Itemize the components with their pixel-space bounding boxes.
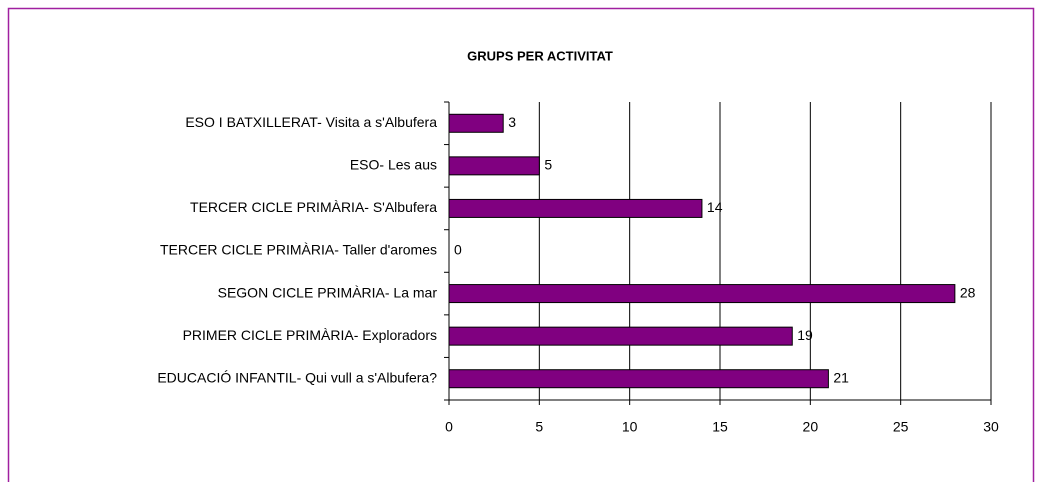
frame (7, 7, 1035, 482)
y-tick-label: ESO I BATXILLERAT- Visita a s'Albufera (185, 114, 437, 130)
chart-title: GRUPS PER ACTIVITAT (467, 48, 613, 63)
x-tick-label: 5 (535, 419, 543, 435)
data-label: 0 (454, 242, 462, 258)
data-label: 3 (508, 114, 516, 130)
x-tick-label: 15 (712, 419, 728, 435)
data-label: 21 (833, 369, 849, 385)
x-tick-label: 0 (445, 419, 453, 435)
y-tick-label: EDUCACIÓ INFANTIL- Qui vull a s'Albufera… (157, 369, 437, 385)
x-tick-label: 10 (622, 419, 638, 435)
y-tick-label: TERCER CICLE PRIMÀRIA- Taller d'aromes (160, 242, 437, 258)
data-label: 5 (544, 157, 552, 173)
bar (448, 369, 829, 389)
bar (448, 326, 793, 346)
data-label: 28 (960, 284, 976, 300)
y-tick-label: SEGON CICLE PRIMÀRIA- La mar (218, 284, 438, 300)
x-tick-label: 20 (803, 419, 819, 435)
bar (448, 198, 703, 218)
data-label: 19 (797, 327, 813, 343)
bar (448, 113, 504, 133)
x-tick-label: 30 (983, 419, 999, 435)
y-tick-label: PRIMER CICLE PRIMÀRIA- Exploradors (183, 327, 437, 343)
x-tick-label: 25 (893, 419, 909, 435)
data-label: 14 (707, 199, 723, 215)
y-tick-label: TERCER CICLE PRIMÀRIA- S'Albufera (190, 199, 437, 215)
bar (448, 156, 540, 176)
y-tick-label: ESO- Les aus (350, 157, 437, 173)
bar (448, 284, 956, 304)
